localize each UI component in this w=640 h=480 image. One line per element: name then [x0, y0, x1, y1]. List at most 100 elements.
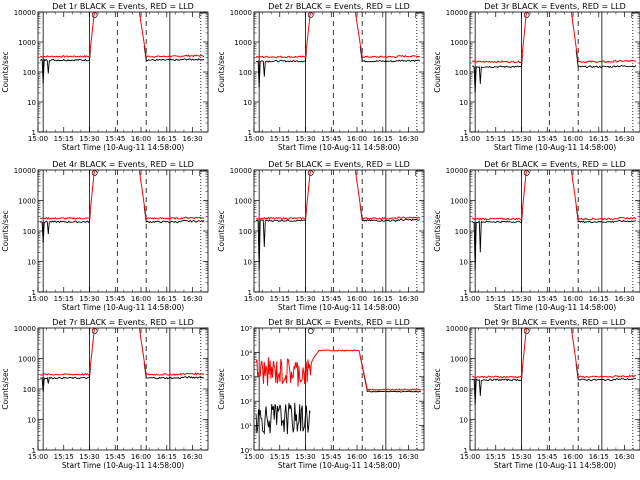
y-axis-label: Counts/sec — [433, 368, 442, 409]
y-tick-label: 10 — [459, 99, 468, 107]
x-tick-label: 16:15 — [373, 453, 393, 461]
panel-4: Det 4r BLACK = Events, RED = LLD 1 10 100 10… — [1, 160, 209, 312]
panel-5: Det 5r BLACK = Events, RED = LLD 1 10 100 10… — [217, 160, 425, 312]
x-axis-label: Start Time (10-Aug-11 14:58:00) — [494, 461, 616, 470]
y-tick-label: 1 — [464, 447, 468, 455]
y-tick-label: 10⁰ — [240, 447, 252, 455]
x-tick-label: 15:15 — [270, 135, 290, 143]
y-axis-label: Counts/sec — [217, 368, 226, 409]
x-tick-label: 15:00 — [28, 135, 48, 143]
bracket-marker — [415, 12, 423, 18]
flare-marker — [307, 328, 314, 334]
y-tick-label: 1 — [32, 129, 36, 137]
events-series — [256, 46, 421, 88]
x-tick-label: 15:15 — [486, 295, 506, 303]
events-series — [471, 206, 637, 271]
y-tick-label: 10000 — [14, 9, 36, 17]
axis-frame — [253, 327, 425, 451]
y-tick-label: 100 — [23, 386, 36, 394]
panel-title: Det 5r BLACK = Events, RED = LLD — [268, 160, 410, 169]
y-tick-label: 10 — [27, 99, 36, 107]
x-tick-label: 15:15 — [486, 135, 506, 143]
events-series — [39, 206, 205, 244]
x-tick-label: 15:00 — [28, 453, 48, 461]
y-tick-label: 10 — [459, 259, 468, 267]
x-tick-label: 15:45 — [321, 135, 341, 143]
x-tick-label: 16:15 — [157, 453, 177, 461]
x-tick-label: 15:45 — [537, 453, 557, 461]
y-tick-label: 10 — [243, 259, 252, 267]
y-tick-label: 10¹ — [240, 423, 252, 431]
y-tick-label: 1000 — [450, 39, 468, 47]
x-tick-label: 16:00 — [131, 295, 151, 303]
x-tick-label: 16:30 — [614, 135, 634, 143]
axis-frame — [469, 11, 640, 133]
x-axis-label: Start Time (10-Aug-11 14:58:00) — [62, 143, 184, 152]
y-tick-label: 100 — [455, 69, 468, 77]
y-tick-label: 100 — [239, 69, 252, 77]
panel-6: Det 6r BLACK = Events, RED = LLD 1 10 100 10… — [433, 160, 640, 312]
y-tick-label: 100 — [239, 228, 252, 236]
y-tick-label: 10000 — [446, 167, 468, 175]
panel-title: Det 8r BLACK = Events, RED = LLD — [268, 318, 410, 327]
x-tick-label: 15:30 — [511, 453, 531, 461]
x-tick-label: 15:30 — [79, 135, 99, 143]
x-tick-label: 16:30 — [182, 453, 202, 461]
events-series — [255, 354, 422, 435]
axis-frame — [253, 11, 425, 133]
x-tick-label: 16:30 — [398, 295, 418, 303]
events-series — [471, 50, 637, 94]
bracket-marker — [199, 170, 207, 176]
y-tick-label: 10 — [27, 417, 36, 425]
axis-frame — [37, 169, 209, 293]
x-tick-label: 15:45 — [321, 453, 341, 461]
y-tick-label: 10² — [240, 398, 252, 406]
lld-series — [40, 328, 205, 376]
x-tick-label: 15:00 — [28, 295, 48, 303]
y-axis-label: Counts/sec — [433, 210, 442, 251]
x-axis-label: Start Time (10-Aug-11 14:58:00) — [278, 303, 400, 312]
y-tick-label: 100 — [23, 69, 36, 77]
x-tick-label: 16:00 — [563, 295, 583, 303]
x-tick-label: 16:00 — [347, 453, 367, 461]
x-tick-label: 16:00 — [131, 135, 151, 143]
x-tick-label: 15:00 — [244, 453, 264, 461]
lld-series — [256, 170, 421, 220]
bracket-marker — [631, 170, 639, 176]
y-tick-label: 10⁴ — [240, 349, 252, 357]
x-tick-label: 16:00 — [347, 135, 367, 143]
y-axis-label: Counts/sec — [433, 51, 442, 92]
lld-series — [40, 12, 205, 58]
panel-title: Det 4r BLACK = Events, RED = LLD — [52, 160, 194, 169]
x-tick-label: 15:15 — [486, 453, 506, 461]
y-tick-label: 1000 — [450, 198, 468, 206]
y-tick-label: 10 — [27, 259, 36, 267]
panel-title: Det 3r BLACK = Events, RED = LLD — [484, 2, 626, 11]
axis-frame — [37, 327, 209, 451]
panel-8: Det 8r BLACK = Events, RED = LLD 10⁰ 10¹ 10… — [217, 318, 425, 470]
x-axis-label: Start Time (10-Aug-11 14:58:00) — [278, 143, 400, 152]
y-tick-label: 10³ — [240, 374, 252, 382]
x-tick-label: 15:00 — [244, 295, 264, 303]
x-tick-label: 15:00 — [460, 135, 480, 143]
x-tick-label: 16:00 — [131, 453, 151, 461]
panel-title: Det 2r BLACK = Events, RED = LLD — [268, 2, 410, 11]
panel-3: Det 3r BLACK = Events, RED = LLD 1 10 100 10… — [433, 2, 640, 152]
x-tick-label: 15:15 — [54, 295, 74, 303]
bracket-marker — [199, 12, 207, 18]
y-tick-label: 1 — [248, 129, 252, 137]
y-tick-label: 10000 — [230, 9, 252, 17]
x-tick-label: 15:45 — [105, 135, 125, 143]
y-tick-label: 100 — [23, 228, 36, 236]
y-tick-label: 1000 — [18, 39, 36, 47]
y-tick-label: 1000 — [450, 356, 468, 364]
y-tick-label: 1 — [464, 289, 468, 297]
lld-series — [472, 328, 636, 379]
y-tick-label: 1 — [32, 447, 36, 455]
x-tick-label: 16:30 — [182, 295, 202, 303]
lld-series — [472, 170, 637, 221]
bracket-marker — [415, 170, 423, 176]
x-tick-label: 16:00 — [563, 453, 583, 461]
x-tick-label: 16:15 — [157, 295, 177, 303]
x-tick-label: 15:15 — [54, 453, 74, 461]
